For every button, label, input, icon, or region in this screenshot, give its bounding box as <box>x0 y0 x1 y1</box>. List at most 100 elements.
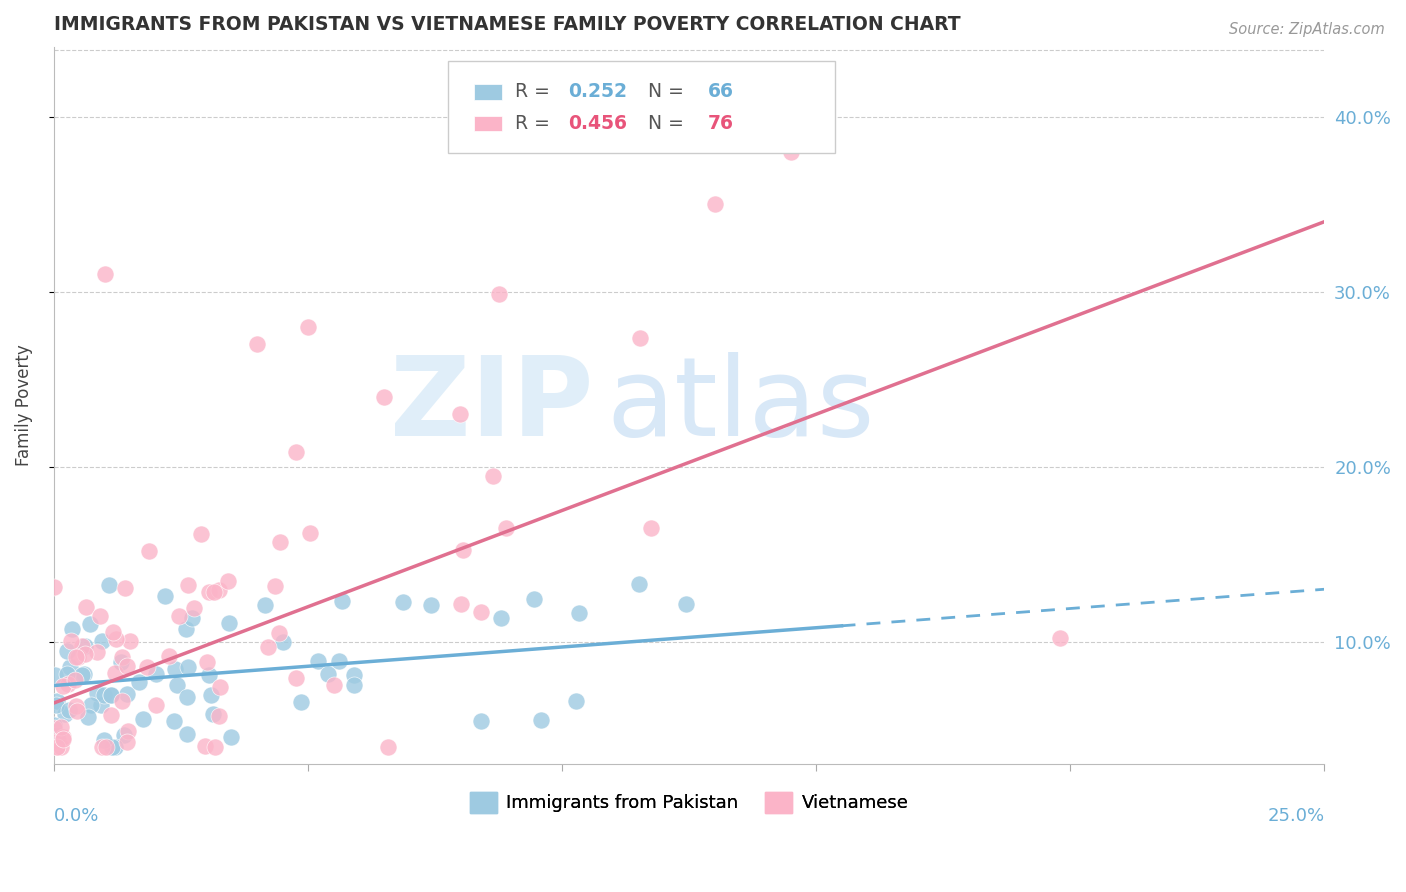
Point <box>80 698 103 713</box>
Point <box>453 543 475 558</box>
Legend: Immigrants from Pakistan, Vietnamese: Immigrants from Pakistan, Vietnamese <box>463 785 915 820</box>
Point <box>157 648 180 663</box>
Point <box>45 698 67 713</box>
Text: R =: R = <box>515 82 555 102</box>
Point <box>284 445 307 459</box>
Point <box>284 671 307 685</box>
Point <box>46 733 69 747</box>
Point <box>59 634 82 648</box>
Point <box>56 667 79 681</box>
Point <box>117 723 139 738</box>
Text: 0.0%: 0.0% <box>53 807 100 825</box>
Point <box>180 611 202 625</box>
Point <box>523 592 546 607</box>
Point <box>46 739 69 754</box>
Point <box>169 608 191 623</box>
Point <box>145 667 167 681</box>
Point <box>75 599 97 614</box>
Point <box>495 521 517 535</box>
Point <box>176 660 198 674</box>
Point <box>470 605 492 619</box>
Point <box>269 535 291 549</box>
Point <box>166 678 188 692</box>
Point <box>628 331 651 345</box>
Point <box>489 611 512 625</box>
Point <box>100 688 122 702</box>
Point <box>44 580 66 594</box>
Point <box>128 674 150 689</box>
Point <box>269 625 291 640</box>
Point <box>44 721 66 735</box>
Point <box>190 527 212 541</box>
Point <box>65 650 87 665</box>
Point <box>219 730 242 744</box>
Point <box>63 673 86 687</box>
Point <box>100 708 122 723</box>
Point <box>163 662 186 676</box>
Point <box>93 732 115 747</box>
Point <box>44 668 66 682</box>
Point <box>450 598 472 612</box>
Text: atlas: atlas <box>606 352 875 459</box>
Point <box>93 267 115 281</box>
Point <box>70 639 93 653</box>
Point <box>197 668 219 682</box>
Point <box>218 615 240 630</box>
Point <box>628 577 651 591</box>
Point <box>138 544 160 558</box>
Point <box>568 606 591 620</box>
Point <box>46 694 69 708</box>
Point <box>449 407 471 421</box>
Point <box>51 720 73 734</box>
Point <box>111 694 134 708</box>
Point <box>1049 632 1071 646</box>
Point <box>51 739 73 754</box>
Text: R =: R = <box>515 114 555 133</box>
Text: 76: 76 <box>709 114 734 133</box>
Point <box>209 680 232 694</box>
Point <box>145 698 167 713</box>
Point <box>297 319 319 334</box>
Point <box>53 707 76 722</box>
Point <box>73 667 96 681</box>
Point <box>46 728 69 742</box>
Text: N =: N = <box>636 114 689 133</box>
Point <box>207 582 229 597</box>
Point <box>56 677 79 691</box>
Point <box>86 645 108 659</box>
Point <box>177 578 200 592</box>
Point <box>66 704 89 718</box>
Point <box>56 644 79 658</box>
Point <box>89 608 111 623</box>
Point <box>392 595 415 609</box>
Point <box>373 390 395 404</box>
Point <box>76 710 98 724</box>
Point <box>163 714 186 728</box>
Point <box>94 739 117 754</box>
Text: ZIP: ZIP <box>391 352 593 459</box>
Point <box>183 601 205 615</box>
Point <box>377 739 399 754</box>
Point <box>111 650 134 665</box>
Point <box>136 659 159 673</box>
Point <box>322 678 344 692</box>
Text: IMMIGRANTS FROM PAKISTAN VS VIETNAMESE FAMILY POVERTY CORRELATION CHART: IMMIGRANTS FROM PAKISTAN VS VIETNAMESE F… <box>53 15 960 34</box>
Point <box>93 688 115 702</box>
Point <box>86 685 108 699</box>
Point <box>117 687 139 701</box>
Point <box>97 578 120 592</box>
FancyBboxPatch shape <box>474 116 502 131</box>
Text: 0.456: 0.456 <box>568 114 627 133</box>
Point <box>101 625 124 640</box>
Text: 66: 66 <box>709 82 734 102</box>
Point <box>565 694 588 708</box>
Point <box>91 739 114 754</box>
Point <box>197 585 219 599</box>
Point <box>263 579 285 593</box>
Point <box>176 727 198 741</box>
Point <box>530 713 553 727</box>
Point <box>257 640 280 655</box>
Point <box>60 622 83 636</box>
Text: 25.0%: 25.0% <box>1267 807 1324 825</box>
Point <box>101 739 124 754</box>
